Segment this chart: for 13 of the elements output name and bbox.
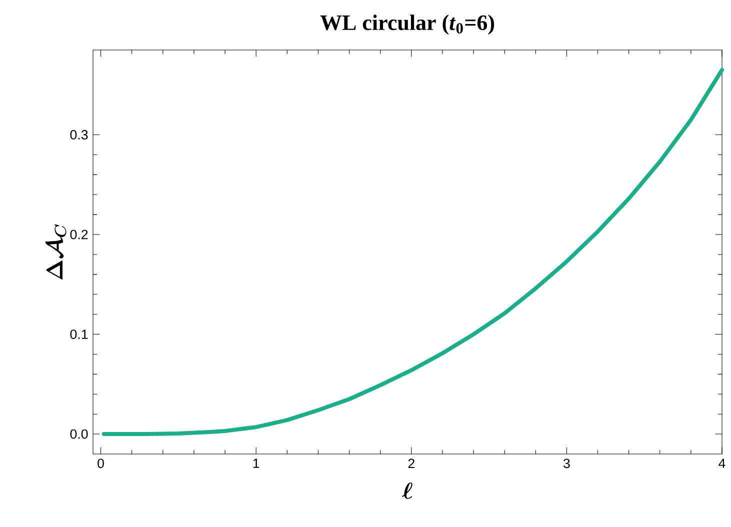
y-tick-label: 0.0	[70, 429, 88, 439]
y-tick-label: 0.1	[70, 330, 88, 339]
y-axis-title: $\Delta\mathcal{A}_{C}$	[45, 224, 66, 280]
x-tick-label: 2	[408, 458, 414, 468]
x-tick-label: 1	[253, 458, 260, 468]
x-tick-label: 0	[98, 458, 104, 468]
line-series	[102, 68, 724, 436]
y-tick-label: 0.2	[70, 230, 88, 240]
y-tick-label: 0.3	[70, 130, 88, 140]
x-axis-title: $\ell$	[402, 482, 412, 499]
x-tick-label: 3	[563, 458, 570, 468]
x-tick-label: 4	[718, 458, 726, 468]
chart-title: WL circular (t$_{0}$=6)	[320, 14, 494, 35]
